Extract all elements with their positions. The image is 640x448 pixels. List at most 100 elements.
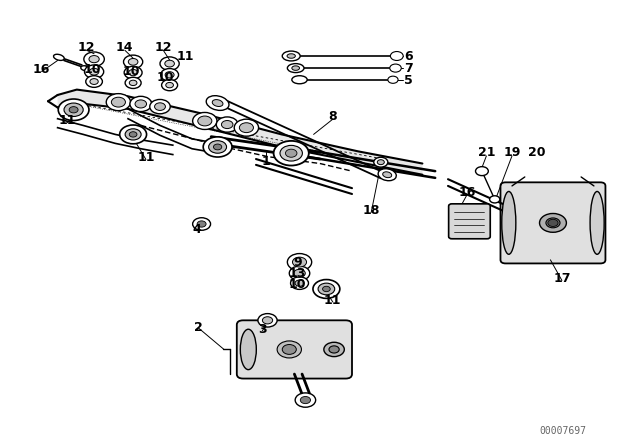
Text: 1: 1	[261, 155, 270, 168]
Ellipse shape	[124, 55, 143, 69]
Ellipse shape	[277, 341, 301, 358]
Ellipse shape	[287, 64, 304, 73]
Ellipse shape	[111, 97, 125, 107]
Ellipse shape	[64, 103, 83, 116]
Ellipse shape	[90, 79, 99, 84]
Text: 9: 9	[293, 255, 302, 269]
Text: 21: 21	[477, 146, 495, 159]
Ellipse shape	[291, 277, 308, 289]
Text: 8: 8	[328, 110, 337, 123]
Text: 20: 20	[527, 146, 545, 159]
Ellipse shape	[258, 314, 277, 327]
Text: 11: 11	[58, 114, 76, 128]
Ellipse shape	[124, 66, 142, 79]
Text: 18: 18	[362, 204, 380, 217]
Text: 7: 7	[404, 61, 413, 75]
Ellipse shape	[540, 214, 566, 233]
Ellipse shape	[289, 266, 310, 280]
Ellipse shape	[129, 132, 137, 137]
Text: 16: 16	[33, 63, 51, 76]
Polygon shape	[58, 90, 422, 175]
Ellipse shape	[239, 123, 253, 133]
FancyBboxPatch shape	[449, 204, 490, 239]
FancyBboxPatch shape	[500, 182, 605, 263]
Ellipse shape	[160, 57, 179, 70]
Ellipse shape	[274, 141, 309, 165]
Text: 17: 17	[553, 272, 571, 285]
Ellipse shape	[155, 103, 165, 110]
Ellipse shape	[318, 283, 335, 295]
Ellipse shape	[81, 66, 88, 70]
Ellipse shape	[313, 280, 340, 298]
Ellipse shape	[206, 96, 229, 110]
Ellipse shape	[130, 96, 152, 112]
Text: 12: 12	[154, 40, 172, 54]
Text: 3: 3	[258, 323, 267, 336]
Ellipse shape	[129, 80, 137, 86]
Ellipse shape	[125, 77, 141, 89]
Circle shape	[388, 76, 398, 83]
Ellipse shape	[86, 76, 102, 87]
Ellipse shape	[378, 159, 384, 164]
Text: 10: 10	[84, 63, 102, 76]
Circle shape	[390, 64, 401, 72]
Ellipse shape	[502, 191, 516, 254]
Ellipse shape	[294, 269, 305, 277]
Ellipse shape	[285, 149, 297, 157]
Ellipse shape	[162, 79, 178, 91]
Circle shape	[490, 196, 500, 203]
Text: 10: 10	[156, 70, 174, 84]
Text: 6: 6	[404, 49, 413, 63]
Ellipse shape	[90, 68, 99, 75]
Ellipse shape	[216, 117, 238, 132]
Ellipse shape	[89, 56, 99, 63]
Ellipse shape	[209, 141, 227, 153]
Ellipse shape	[323, 286, 330, 292]
Ellipse shape	[165, 60, 175, 67]
Ellipse shape	[84, 52, 104, 66]
Ellipse shape	[292, 76, 307, 84]
Ellipse shape	[150, 99, 170, 114]
Ellipse shape	[590, 191, 604, 254]
Ellipse shape	[135, 100, 147, 108]
Ellipse shape	[329, 346, 339, 353]
Text: 10: 10	[122, 65, 140, 78]
Ellipse shape	[69, 107, 78, 113]
Ellipse shape	[214, 144, 222, 150]
Ellipse shape	[165, 72, 174, 78]
Text: 14: 14	[116, 40, 134, 54]
Text: 19: 19	[503, 146, 521, 159]
Ellipse shape	[161, 69, 179, 81]
Text: 11: 11	[137, 151, 155, 164]
Ellipse shape	[204, 137, 232, 157]
Text: 00007697: 00007697	[540, 426, 587, 436]
Circle shape	[193, 218, 211, 230]
Ellipse shape	[292, 66, 300, 70]
Ellipse shape	[198, 116, 212, 126]
Ellipse shape	[374, 157, 388, 167]
Ellipse shape	[324, 342, 344, 357]
Ellipse shape	[58, 99, 89, 121]
Text: 2: 2	[194, 320, 203, 334]
Circle shape	[548, 220, 558, 227]
Text: 11: 11	[324, 293, 342, 307]
Ellipse shape	[383, 172, 392, 178]
Ellipse shape	[106, 94, 131, 111]
Circle shape	[197, 221, 206, 227]
Ellipse shape	[212, 99, 223, 107]
Ellipse shape	[84, 65, 104, 78]
Ellipse shape	[378, 169, 396, 181]
Ellipse shape	[221, 121, 233, 129]
Ellipse shape	[282, 345, 296, 354]
Ellipse shape	[125, 129, 141, 140]
Text: 11: 11	[177, 49, 195, 63]
Text: 16: 16	[458, 186, 476, 199]
Ellipse shape	[54, 54, 64, 60]
Circle shape	[476, 167, 488, 176]
Text: 12: 12	[77, 40, 95, 54]
Text: 13: 13	[289, 267, 307, 280]
Text: 4: 4	[192, 223, 201, 236]
FancyBboxPatch shape	[237, 320, 352, 379]
Ellipse shape	[128, 58, 138, 65]
Ellipse shape	[282, 51, 300, 61]
